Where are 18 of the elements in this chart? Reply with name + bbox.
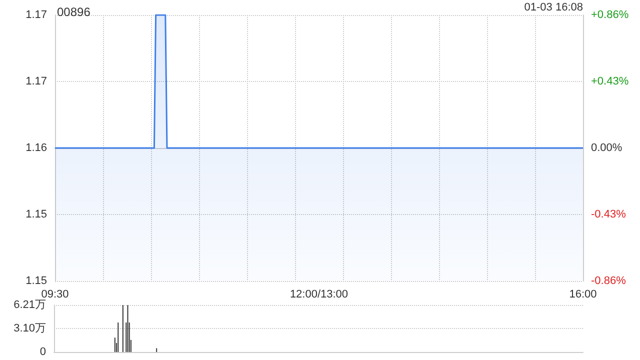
chart-title: 00896 <box>57 5 91 19</box>
x-tick-label: 12:00/13:00 <box>290 288 348 300</box>
y2-tick-label: +0.86% <box>591 9 629 21</box>
y-tick-label: 1.17 <box>26 9 47 21</box>
x-tick-label: 16:00 <box>569 288 597 300</box>
y-tick-label: 1.15 <box>26 275 47 287</box>
y2-tick-label: 0.00% <box>591 142 622 154</box>
y-tick-label: 6.21万 <box>14 299 46 311</box>
y-tick-label: 0 <box>40 346 46 358</box>
y-tick-label: 1.17 <box>26 76 47 88</box>
y-tick-label: 1.16 <box>26 142 47 154</box>
y2-tick-label: +0.43% <box>591 76 629 88</box>
y2-tick-label: -0.86% <box>591 275 626 287</box>
y2-tick-label: -0.43% <box>591 208 626 220</box>
y-tick-label: 3.10万 <box>14 322 46 335</box>
text: 01-03 16:08 <box>524 2 583 14</box>
y-tick-label: 1.15 <box>26 208 47 220</box>
x-tick-label: 09:30 <box>41 288 69 300</box>
